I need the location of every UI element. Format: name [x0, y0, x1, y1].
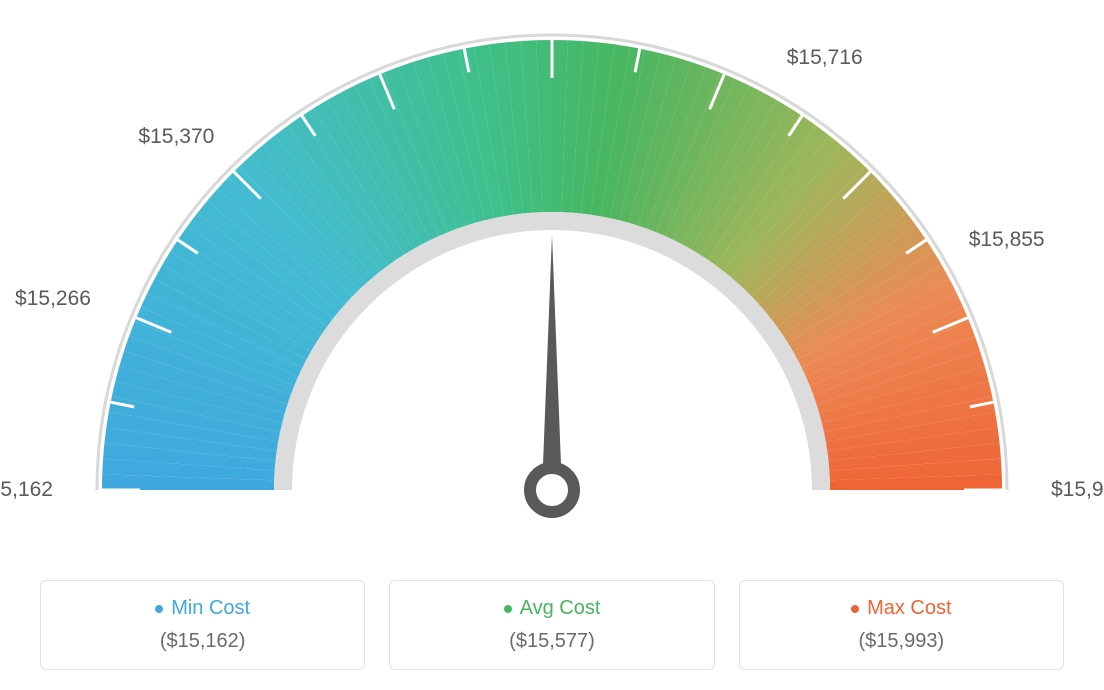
- legend-value: ($15,162): [51, 630, 354, 653]
- legend-dot-icon: [504, 605, 512, 613]
- legend-row: Min Cost ($15,162) Avg Cost ($15,577) Max Co…: [0, 580, 1104, 670]
- gauge-scale-label: $15,266: [15, 287, 91, 311]
- legend-card: Max Cost ($15,993): [739, 580, 1064, 670]
- legend-title: Avg Cost: [504, 597, 601, 620]
- legend-label: Min Cost: [171, 597, 250, 620]
- gauge-scale-label: $15,370: [138, 125, 214, 149]
- gauge-scale-label: $15,162: [0, 478, 53, 502]
- gauge-svg: [0, 0, 1104, 560]
- legend-title: Max Cost: [851, 597, 951, 620]
- gauge-scale-label: $15,993: [1051, 478, 1104, 502]
- legend-label: Max Cost: [867, 597, 951, 620]
- gauge-scale-label: $15,855: [969, 228, 1045, 252]
- legend-dot-icon: [851, 605, 859, 613]
- gauge-scale-label: $15,716: [787, 46, 863, 70]
- legend-dot-icon: [155, 605, 163, 613]
- gauge-scale-label: $15,577: [514, 0, 590, 3]
- legend-title: Min Cost: [155, 597, 250, 620]
- legend-card: Avg Cost ($15,577): [389, 580, 714, 670]
- legend-value: ($15,577): [400, 630, 703, 653]
- legend-card: Min Cost ($15,162): [40, 580, 365, 670]
- legend-label: Avg Cost: [520, 597, 601, 620]
- cost-gauge: $15,162 $15,266 $15,370 $15,577 $15,716 $15,8…: [0, 0, 1104, 560]
- legend-value: ($15,993): [750, 630, 1053, 653]
